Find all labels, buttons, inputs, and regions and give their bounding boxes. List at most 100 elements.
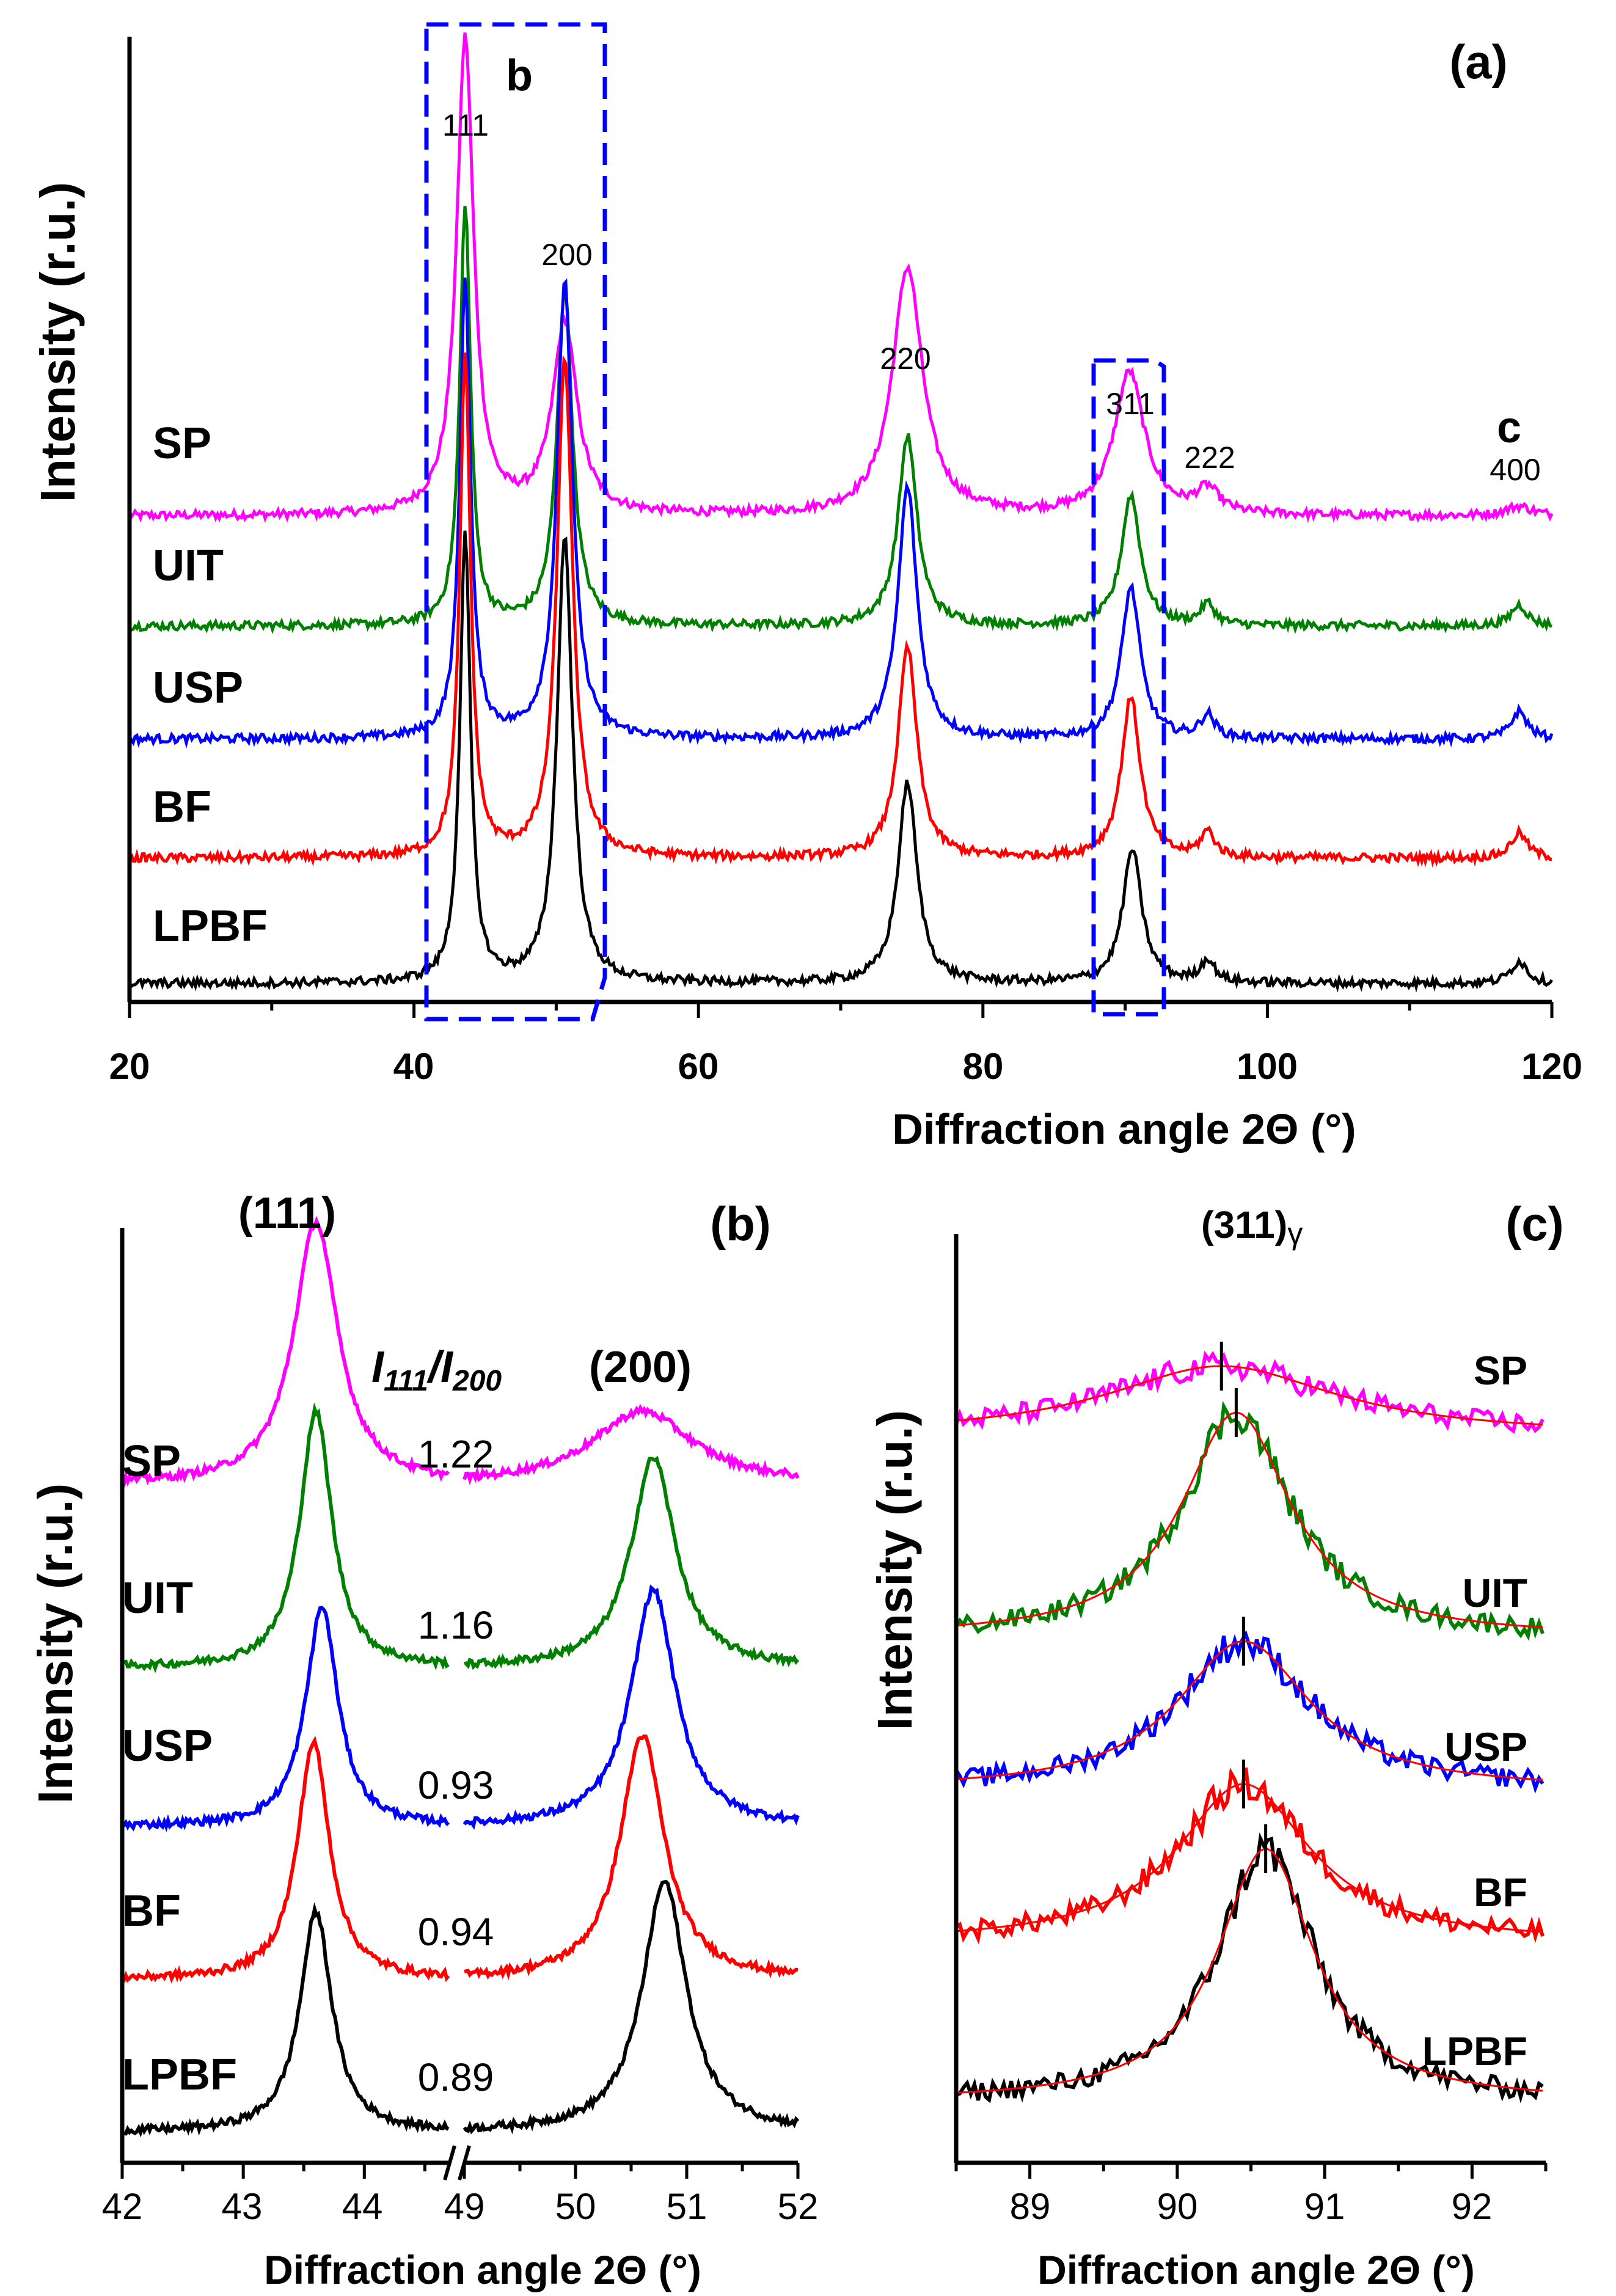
- a-series-name-bf: BF: [153, 783, 211, 832]
- b-series-name-sp: SP: [122, 1437, 181, 1486]
- c-series-name-bf: BF: [1474, 1870, 1527, 1915]
- a-annotation-200: 200: [541, 238, 592, 272]
- c-series-name-lpbf: LPBF: [1422, 2028, 1527, 2074]
- c-tick-label: 92: [1452, 2186, 1493, 2227]
- b-series-line-111-sp: [120, 1215, 450, 1488]
- a-series-line-bf: [128, 352, 1552, 868]
- b-tick-label: 49: [444, 2186, 485, 2227]
- ratio-value-lpbf: 0.89: [418, 2055, 494, 2099]
- panel-c-series-names: SP UIT USP BF LPBF: [1422, 1348, 1527, 2074]
- c-fit-curve-sp: [956, 1365, 1543, 1426]
- b-tick-label: 52: [778, 2186, 819, 2227]
- a-tick-label: 60: [678, 1046, 719, 1087]
- a-series-line-lpbf: [128, 530, 1554, 993]
- a-series-name-usp: USP: [153, 664, 243, 712]
- panel-a-x-tick-labels: 20 40 60 80 100 120: [109, 1046, 1582, 1087]
- b-series-name-lpbf: LPBF: [122, 2050, 237, 2099]
- panel-c-title: (311)γ: [1201, 1204, 1303, 1251]
- panel-a-y-axis-label: Intensity (r.u.): [31, 182, 85, 503]
- c-tick-label: 90: [1157, 2186, 1198, 2227]
- b-series-line-200-sp: [462, 1403, 800, 1486]
- c-tick-label: 89: [1010, 2186, 1051, 2227]
- intensity-ratio-header: I111/I200: [371, 1343, 502, 1397]
- panel-c-y-axis-label: Intensity (r.u.): [868, 1410, 922, 1731]
- panel-c-plot-area: [954, 1342, 1545, 2104]
- a-annotation-222: 222: [1184, 441, 1235, 475]
- ratio-value-uit: 1.16: [418, 1603, 494, 1647]
- b-tick-label: 44: [342, 2186, 383, 2227]
- axis-break-mark: [443, 2145, 456, 2181]
- a-series-name-sp: SP: [153, 419, 211, 468]
- a-tick-label: 100: [1237, 1046, 1298, 1087]
- panel-b-y-axis-label: Intensity (r.u.): [28, 1483, 82, 1804]
- c-series-name-sp: SP: [1474, 1348, 1527, 1393]
- panel-b-label: (b): [710, 1197, 771, 1251]
- c-series-line-bf: [955, 1767, 1545, 1945]
- ratio-value-usp: 0.93: [418, 1763, 494, 1807]
- c-series-name-usp: USP: [1444, 1724, 1527, 1769]
- panel-b-x-axis-label: Diffraction angle 2Θ (°): [264, 2247, 701, 2292]
- zoom-box-b-label: b: [506, 51, 533, 100]
- panel-c: 89 90 91 92 Diffraction angle 2Θ (°) Int…: [868, 1197, 1564, 2292]
- panel-b-x-tick-labels: 42 43 44 49 50 51 52: [102, 2186, 819, 2227]
- b-tick-label: 42: [102, 2186, 143, 2227]
- c-fit-curve-bf: [956, 1783, 1543, 1933]
- a-series-line-sp: [128, 32, 1554, 524]
- panel-c-x-tick-labels: 89 90 91 92: [1010, 2186, 1493, 2227]
- b-series-line-200-lpbf: [462, 1879, 800, 2135]
- panel-b-intensity-ratios: 1.22 1.16 0.93 0.94 0.89: [418, 1432, 494, 2099]
- panel-c-label: (c): [1505, 1197, 1563, 1251]
- c-series-name-uit: UIT: [1463, 1570, 1527, 1615]
- b-series-name-usp: USP: [122, 1722, 213, 1771]
- b-series-line-200-usp: [462, 1584, 800, 1830]
- a-annotation-400: 400: [1490, 453, 1540, 487]
- b-series-line-111-bf: [121, 1735, 450, 1984]
- b-series-line-111-uit: [122, 1402, 450, 1673]
- a-series-line-usp: [128, 277, 1554, 749]
- panel-c-x-axis-label: Diffraction angle 2Θ (°): [1037, 2247, 1475, 2292]
- panel-b: 42 43 44 49 50 51 52 Diffraction angle 2…: [28, 1189, 818, 2292]
- b-tick-label: 51: [667, 2186, 707, 2227]
- a-tick-label: 80: [963, 1046, 1004, 1087]
- c-fit-curve-usp: [956, 1640, 1543, 1781]
- c-tick-label: 91: [1304, 2186, 1345, 2227]
- b-series-line-200-uit: [464, 1455, 800, 1670]
- a-series-name-uit: UIT: [153, 541, 224, 590]
- zoom-box-c-label: c: [1497, 403, 1521, 452]
- panel-a-peak-annotations: 111 200 220 311 222 400: [442, 108, 1541, 487]
- a-tick-label: 120: [1521, 1046, 1582, 1087]
- a-series-name-lpbf: LPBF: [153, 902, 268, 951]
- zoom-box-c: [1091, 358, 1166, 1017]
- panel-b-x-ticks: [120, 2163, 800, 2179]
- panel-a: 20 40 60 80 100 120 Diffraction angle 2Θ…: [31, 22, 1582, 1153]
- panel-b-plot-area: [120, 1215, 800, 2138]
- c-series-line-usp: [954, 1630, 1545, 1794]
- a-annotation-220: 220: [880, 342, 930, 376]
- panel-a-x-ticks: [128, 1002, 1554, 1018]
- peak-label-200: (200): [589, 1343, 692, 1392]
- c-fit-curve-uit: [956, 1411, 1543, 1628]
- panel-a-label: (a): [1449, 35, 1507, 89]
- b-tick-label: 43: [222, 2186, 263, 2227]
- a-tick-label: 40: [393, 1046, 434, 1087]
- a-annotation-311: 311: [1106, 387, 1155, 421]
- panel-c-x-ticks: [954, 2163, 1548, 2179]
- b-series-name-bf: BF: [122, 1887, 181, 1936]
- ratio-value-sp: 1.22: [418, 1432, 494, 1476]
- a-annotation-111: 111: [442, 108, 489, 142]
- b-series-line-111-lpbf: [121, 1902, 450, 2138]
- panel-a-series-names: SP UIT USP BF LPBF: [153, 419, 268, 951]
- panel-a-x-axis-label: Diffraction angle 2Θ (°): [892, 1105, 1356, 1153]
- c-series-line-uit: [954, 1400, 1545, 1641]
- b-series-line-200-bf: [464, 1734, 799, 1981]
- panel-b-series-names: SP UIT USP BF LPBF: [122, 1437, 237, 2099]
- peak-label-111: (111): [238, 1189, 336, 1238]
- c-fit-curve-lpbf: [956, 1848, 1543, 2094]
- panel-a-plot-area: [128, 32, 1554, 993]
- a-series-line-uit: [128, 205, 1552, 635]
- ratio-value-bf: 0.94: [418, 1910, 494, 1954]
- zoom-box-b: [424, 22, 607, 1022]
- b-series-name-uit: UIT: [122, 1574, 193, 1623]
- a-tick-label: 20: [109, 1046, 150, 1087]
